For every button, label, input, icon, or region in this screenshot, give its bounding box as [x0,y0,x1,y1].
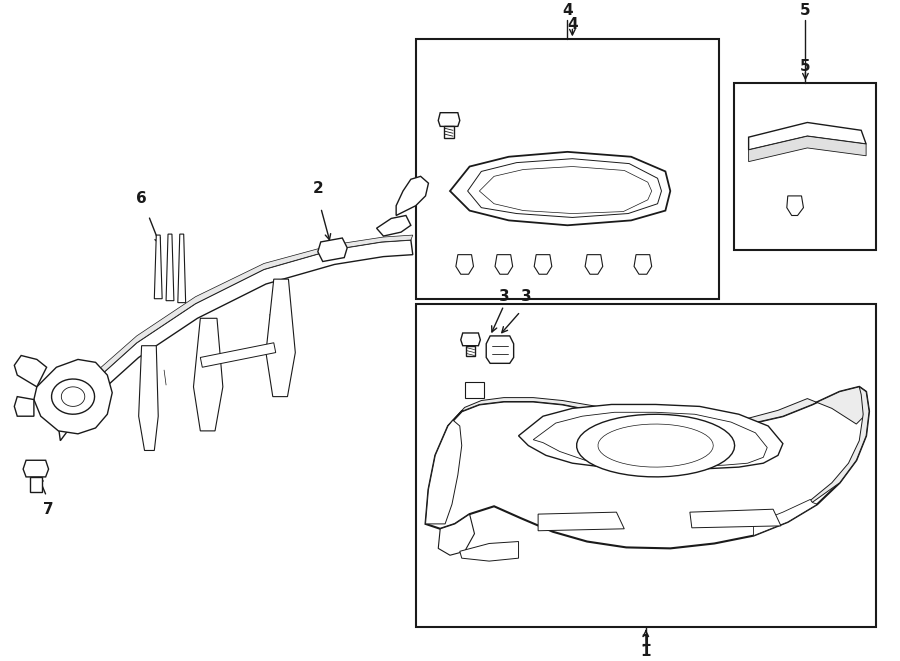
Polygon shape [266,279,295,397]
Polygon shape [518,405,783,470]
Polygon shape [58,240,413,441]
Polygon shape [753,500,817,535]
Polygon shape [538,512,625,531]
Bar [416,39,719,299]
Polygon shape [450,152,670,225]
Text: 2: 2 [312,181,323,196]
Polygon shape [23,460,49,477]
Polygon shape [456,254,473,274]
Polygon shape [178,234,185,303]
Polygon shape [201,343,275,368]
Polygon shape [396,176,428,215]
Polygon shape [585,254,603,274]
Text: 5: 5 [799,3,810,18]
Polygon shape [14,356,47,387]
Polygon shape [426,420,462,524]
Text: 1: 1 [641,633,651,648]
Polygon shape [438,112,460,126]
Bar [464,382,484,398]
Polygon shape [448,387,869,426]
Polygon shape [634,254,652,274]
Polygon shape [438,514,474,555]
Text: 1: 1 [641,644,651,659]
Polygon shape [166,234,174,301]
Polygon shape [444,126,454,138]
Bar [416,303,876,627]
Text: 4: 4 [567,17,578,32]
Polygon shape [460,541,518,561]
Polygon shape [194,319,223,431]
Polygon shape [749,136,866,162]
Polygon shape [87,235,413,387]
Polygon shape [376,215,410,236]
Text: 6: 6 [136,191,147,206]
Text: 3: 3 [521,289,532,303]
Polygon shape [495,254,513,274]
Text: 7: 7 [43,502,54,518]
Polygon shape [465,346,475,356]
Polygon shape [577,414,734,477]
Polygon shape [30,477,41,492]
Text: 5: 5 [800,59,811,74]
Polygon shape [486,336,514,364]
Polygon shape [34,360,112,434]
Polygon shape [749,122,866,150]
Polygon shape [14,397,34,416]
Polygon shape [426,387,869,549]
Polygon shape [318,238,347,262]
Polygon shape [690,509,781,528]
Polygon shape [787,196,804,215]
Bar [734,83,876,250]
Text: 4: 4 [562,3,572,18]
Polygon shape [51,379,94,414]
Polygon shape [139,346,158,450]
Text: 3: 3 [499,289,509,303]
Polygon shape [461,333,481,346]
Polygon shape [810,387,869,502]
Polygon shape [535,254,552,274]
Polygon shape [154,235,162,299]
